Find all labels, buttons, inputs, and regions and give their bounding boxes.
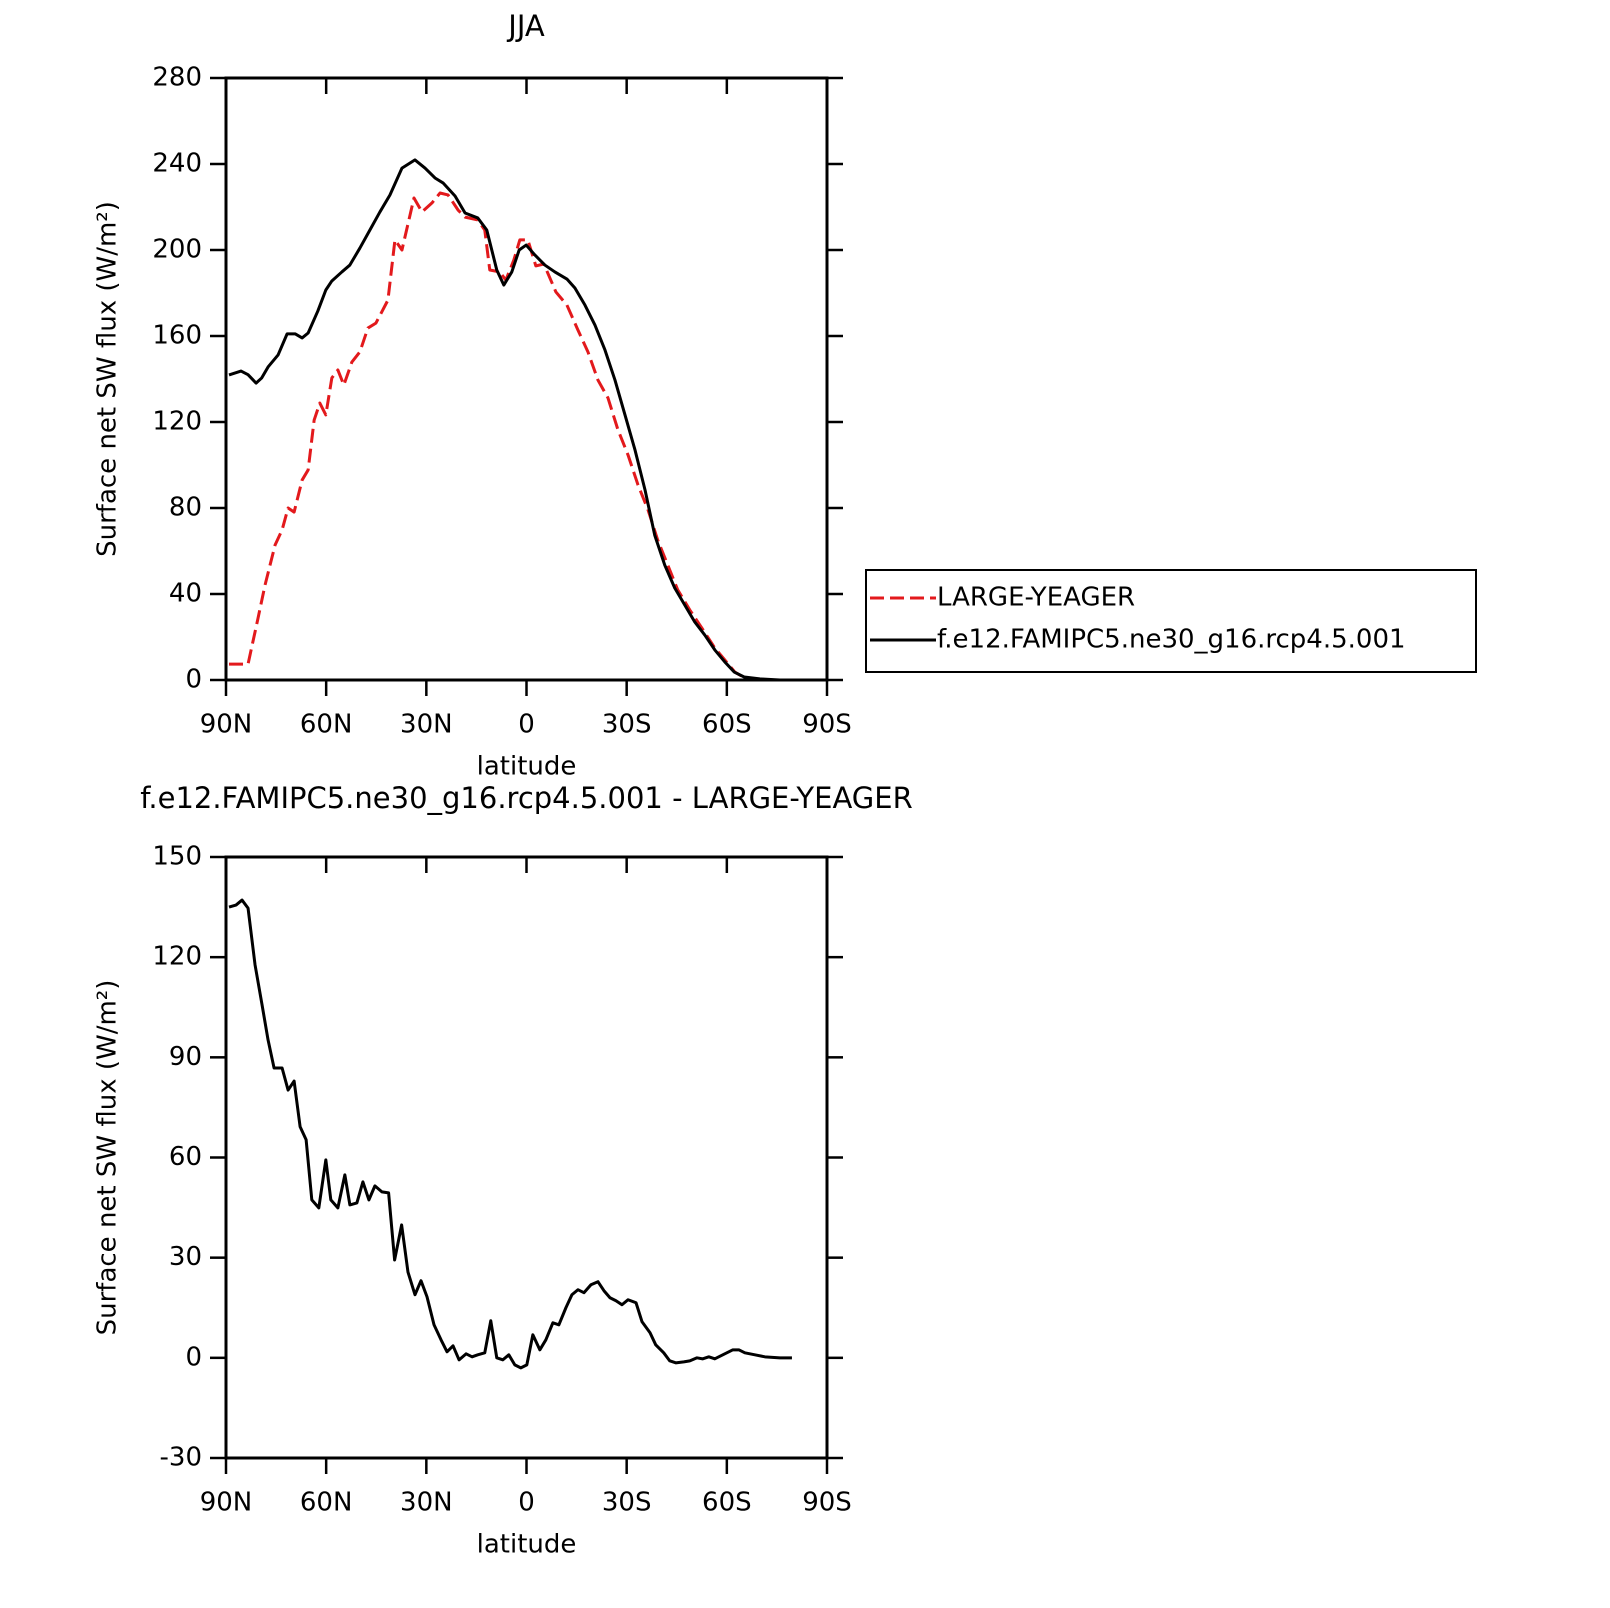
y-tick-label: -30 [160,1443,202,1473]
data-line [228,158,822,682]
legend-label: LARGE-YEAGER [937,583,1135,613]
legend-label: f.e12.FAMIPC5.ne30_g16.rcp4.5.001 [937,625,1406,655]
x-tick-label: 0 [518,710,535,740]
x-tick-label: 90S [802,710,852,740]
plot-frame [224,855,829,1460]
chart-title: f.e12.FAMIPC5.ne30_g16.rcp4.5.001 - LARG… [140,781,912,815]
x-tick-label: 30S [602,710,652,740]
y-tick-label: 280 [152,63,202,93]
y-tick-label: 120 [152,407,202,437]
y-tick-label: 60 [169,1142,202,1172]
x-axis-label: latitude [477,752,577,782]
y-tick-label: 30 [169,1242,202,1272]
x-tick-label: 60N [300,710,353,740]
y-tick-label: 40 [169,579,202,609]
y-tick-label: 160 [152,321,202,351]
chart-title: JJA [506,9,545,43]
x-tick-label: 60N [300,1488,353,1518]
x-tick-label: 90N [200,710,253,740]
legend-box [865,569,1477,673]
x-tick-label: 30N [400,1488,453,1518]
x-tick-label: 0 [518,1488,535,1518]
x-tick-label: 60S [702,710,752,740]
y-tick-label: 150 [152,842,202,872]
y-tick-label: 0 [185,1342,202,1372]
x-axis-label: latitude [477,1530,577,1560]
y-axis-label: Surface net SW flux (W/m²) [93,980,123,1336]
x-tick-label: 90S [802,1488,852,1518]
y-axis-label: Surface net SW flux (W/m²) [93,201,123,557]
data-line [229,191,822,682]
data-line [228,898,792,1370]
x-tick-label: 90N [200,1488,253,1518]
y-tick-label: 80 [169,493,202,523]
x-tick-label: 30N [400,710,453,740]
y-tick-label: 240 [152,149,202,179]
x-tick-label: 60S [702,1488,752,1518]
y-tick-label: 120 [152,942,202,972]
y-tick-label: 0 [185,665,202,695]
y-tick-label: 90 [169,1042,202,1072]
plot-frame [224,76,829,682]
y-tick-label: 200 [152,235,202,265]
x-tick-label: 30S [602,1488,652,1518]
